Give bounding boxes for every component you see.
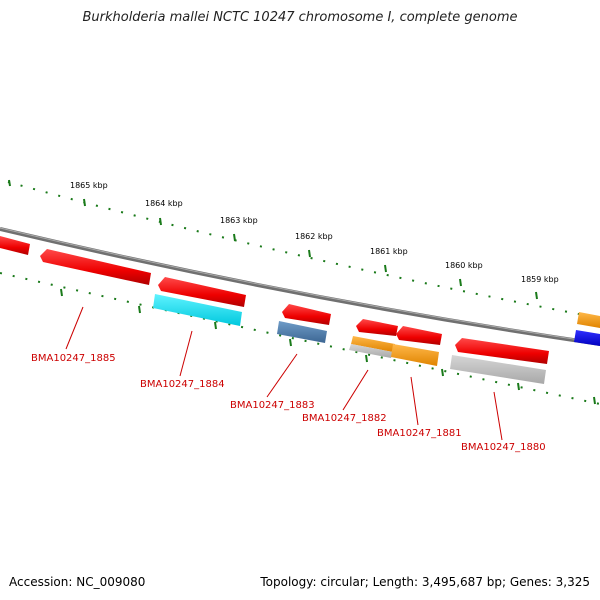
- genome-backbone-highlight: [0, 227, 600, 344]
- feature-gray-2[interactable]: [450, 355, 546, 384]
- gene-label-1880[interactable]: BMA10247_1880: [461, 442, 546, 453]
- gene-label-1884[interactable]: BMA10247_1884: [140, 379, 225, 390]
- tick-label-1861: 1861 kbp: [370, 247, 408, 256]
- tick-label-1864: 1864 kbp: [145, 199, 183, 208]
- gene-leader-lines: [65, 306, 503, 441]
- map-title: Burkholderia mallei NCTC 10247 chromosom…: [82, 10, 518, 25]
- inner-major-ticks: [60, 288, 596, 405]
- gene-arrow-1883[interactable]: [282, 304, 331, 325]
- feature-orange-1[interactable]: [351, 336, 395, 352]
- gene-label-1885[interactable]: BMA10247_1885: [31, 353, 116, 364]
- gene-arrow-1880[interactable]: [455, 338, 549, 364]
- gene-label-1882[interactable]: BMA10247_1882: [302, 413, 387, 424]
- feature-steelblue[interactable]: [277, 321, 327, 343]
- gene-arrow-1885[interactable]: [40, 249, 151, 285]
- tick-label-1865: 1865 kbp: [70, 181, 108, 190]
- gene-arrow-1886[interactable]: [0, 236, 30, 255]
- feature-orange-edge[interactable]: [577, 312, 600, 328]
- gene-label-1881[interactable]: BMA10247_1881: [377, 428, 462, 439]
- feature-blue-edge[interactable]: [574, 330, 600, 346]
- gene-arrow-1881[interactable]: [396, 326, 442, 345]
- feature-gray-1[interactable]: [349, 344, 393, 358]
- feature-orange-2[interactable]: [391, 344, 439, 366]
- genome-backbone: [0, 227, 600, 346]
- gene-arrow-1884[interactable]: [158, 277, 246, 307]
- tick-label-1859: 1859 kbp: [521, 275, 559, 284]
- topology-summary: Topology: circular; Length: 3,495,687 bp…: [260, 575, 590, 589]
- accession-text: Accession: NC_009080: [9, 575, 146, 589]
- tick-label-1860: 1860 kbp: [445, 261, 483, 270]
- outer-major-ticks: [8, 179, 538, 300]
- feature-cyan[interactable]: [153, 294, 242, 326]
- gene-arrow-1882[interactable]: [356, 319, 398, 336]
- tick-label-1863: 1863 kbp: [220, 216, 258, 225]
- gene-label-1883[interactable]: BMA10247_1883: [230, 400, 315, 411]
- tick-label-1862: 1862 kbp: [295, 232, 333, 241]
